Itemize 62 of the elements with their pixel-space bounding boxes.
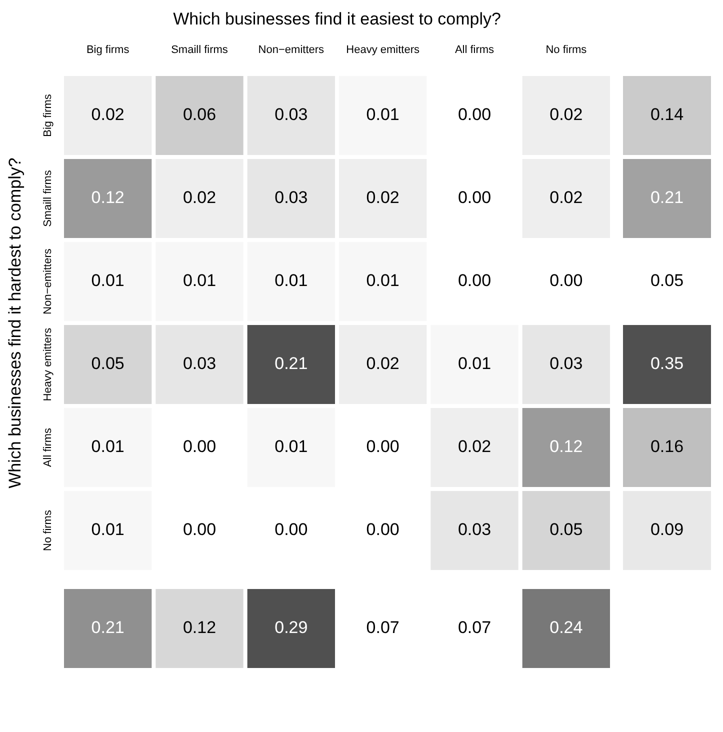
- data-label: 0.01: [91, 271, 124, 290]
- data-label: 0.00: [366, 437, 400, 456]
- data-label: 0.14: [650, 105, 684, 124]
- data-label: 0.01: [366, 105, 400, 124]
- data-label: 0.12: [91, 188, 124, 208]
- data-label: 0.02: [366, 354, 400, 374]
- data-label: 0.12: [550, 437, 583, 456]
- data-label: 0.01: [366, 271, 400, 290]
- data-label: 0.01: [91, 437, 124, 456]
- data-label: 0.03: [550, 354, 583, 374]
- data-label: 0.03: [274, 188, 308, 208]
- data-label: 0.06: [182, 105, 216, 124]
- data-label: 0.05: [650, 271, 684, 290]
- data-label: 0.00: [366, 520, 400, 540]
- data-label: 0.02: [458, 437, 492, 456]
- data-label: 0.05: [91, 354, 124, 374]
- data-label: 0.29: [274, 618, 308, 638]
- data-label: 0.12: [182, 618, 216, 638]
- data-label: 0.00: [458, 271, 492, 290]
- data-label: 0.01: [274, 437, 308, 456]
- y-tick-label: Big firms: [42, 94, 54, 137]
- data-label: 0.09: [650, 520, 684, 540]
- data-label: 0.07: [366, 618, 400, 638]
- data-label: 0.00: [274, 520, 308, 540]
- data-label: 0.02: [182, 188, 216, 208]
- x-tick-label: All firms: [454, 44, 495, 56]
- y-tick-label: Heavy emitters: [42, 327, 54, 402]
- data-label: 0.00: [458, 105, 492, 124]
- data-label: 0.01: [182, 271, 216, 290]
- y-tick-label: Non−emitters: [42, 248, 54, 314]
- data-label: 0.07: [458, 618, 492, 638]
- data-label: 0.03: [458, 520, 492, 540]
- data-label: 0.21: [274, 354, 308, 374]
- data-label: 0.21: [91, 618, 124, 638]
- data-label: 0.00: [182, 437, 216, 456]
- data-label: 0.16: [650, 437, 684, 456]
- data-label: 0.00: [458, 188, 492, 208]
- x-tick-label: No firms: [546, 44, 588, 56]
- data-label: 0.02: [550, 188, 583, 208]
- y-axis-title: Which businesses find it hardest to comply?: [6, 158, 25, 488]
- x-tick-label: Heavy emitters: [346, 44, 420, 56]
- data-label: 0.35: [650, 354, 684, 374]
- data-label: 0.00: [550, 271, 583, 290]
- data-label: 0.00: [182, 520, 216, 540]
- data-label: 0.02: [91, 105, 124, 124]
- x-tick-label: Smaill firms: [171, 44, 228, 56]
- data-label: 0.21: [650, 188, 684, 208]
- x-tick-label: Non−emitters: [258, 44, 325, 56]
- data-label: 0.02: [366, 188, 400, 208]
- data-label: 0.01: [458, 354, 492, 374]
- y-tick-label: No firms: [42, 510, 54, 551]
- data-label: 0.01: [274, 271, 308, 290]
- y-tick-label: All firms: [42, 427, 54, 468]
- data-label: 0.24: [550, 618, 583, 638]
- y-tick-label: Smaill firms: [42, 170, 54, 227]
- data-label: 0.02: [550, 105, 583, 124]
- data-label: 0.03: [274, 105, 308, 124]
- data-label: 0.05: [550, 520, 583, 540]
- data-label: 0.03: [182, 354, 216, 374]
- chart-title: Which businesses find it easiest to comply?: [173, 10, 501, 29]
- x-tick-label: Big firms: [86, 44, 130, 56]
- data-label: 0.01: [91, 520, 124, 540]
